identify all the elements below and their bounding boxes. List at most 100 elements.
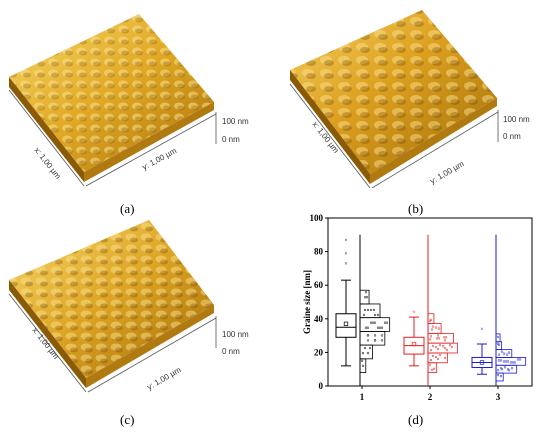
data-point bbox=[373, 321, 377, 324]
data-point bbox=[366, 326, 370, 329]
y-tick-label: 0 bbox=[319, 381, 324, 391]
afm-panel-b: x: 1,00 µm y: 1,00 µm 100 nm 0 nm bbox=[282, 2, 547, 202]
scale-top-label: 100 nm bbox=[222, 330, 249, 339]
data-point bbox=[366, 351, 370, 355]
histogram-bin bbox=[495, 364, 518, 374]
plot-frame bbox=[327, 217, 533, 387]
data-point bbox=[430, 368, 434, 371]
mean-marker bbox=[479, 360, 485, 365]
y-axis-line bbox=[85, 113, 217, 187]
data-point bbox=[362, 313, 366, 317]
data-point bbox=[369, 308, 373, 312]
afm-surface-a: x: 1,00 µm y: 1,00 µm 100 nm 0 nm bbox=[8, 14, 249, 187]
x-tick-label: 3 bbox=[496, 392, 501, 402]
histogram-bin bbox=[495, 372, 504, 382]
data-point bbox=[429, 358, 433, 362]
data-point bbox=[371, 321, 375, 324]
y-tick-label: 100 bbox=[310, 213, 324, 223]
histogram-bin bbox=[427, 332, 454, 344]
panel-c-label: (c) bbox=[120, 412, 135, 427]
data-point bbox=[438, 344, 442, 347]
y-tick-label: 60 bbox=[314, 280, 324, 290]
data-point bbox=[363, 346, 367, 350]
mean-marker bbox=[343, 321, 349, 326]
box-plot-panel: Graine size [nm] 0 20 40 60 80 100 1 2 3 × × × × × bbox=[300, 212, 540, 413]
data-point bbox=[450, 346, 454, 349]
data-point bbox=[376, 313, 380, 317]
histogram-bin bbox=[359, 331, 386, 346]
scale-bottom-label: 0 nm bbox=[503, 132, 521, 141]
data-point bbox=[363, 308, 367, 312]
data-point bbox=[437, 327, 441, 330]
scale-bottom-label: 0 nm bbox=[222, 135, 240, 144]
data-point bbox=[505, 353, 509, 356]
data-point bbox=[436, 357, 440, 361]
data-point bbox=[431, 354, 435, 358]
data-point bbox=[516, 358, 520, 361]
scale-top-label: 100 nm bbox=[222, 117, 249, 126]
histogram-bin bbox=[495, 333, 501, 343]
outlier-point: × bbox=[412, 310, 415, 316]
data-point bbox=[364, 326, 368, 329]
data-point bbox=[361, 364, 365, 367]
data-point bbox=[366, 339, 370, 342]
data-point bbox=[429, 335, 433, 338]
data-point bbox=[428, 338, 432, 341]
data-point bbox=[360, 359, 364, 362]
data-point bbox=[504, 360, 508, 363]
histogram-bin bbox=[359, 317, 391, 332]
data-point bbox=[444, 336, 448, 339]
data-point bbox=[443, 339, 447, 342]
data-point bbox=[385, 321, 389, 324]
scale-bottom-label: 0 nm bbox=[222, 347, 240, 356]
data-point bbox=[500, 368, 504, 371]
data-point bbox=[368, 346, 372, 350]
data-point bbox=[496, 369, 500, 372]
data-point bbox=[510, 367, 514, 370]
data-point bbox=[372, 308, 376, 312]
panel-a-label: (a) bbox=[120, 201, 135, 216]
data-point bbox=[361, 351, 365, 355]
data-point bbox=[434, 326, 438, 329]
data-point bbox=[429, 349, 433, 352]
x-tick-label: 1 bbox=[360, 392, 365, 402]
data-point bbox=[383, 321, 387, 324]
y-axis-line bbox=[371, 111, 499, 189]
data-point bbox=[497, 359, 501, 362]
y-axis-label: y: 1,00 µm bbox=[146, 365, 183, 392]
data-point bbox=[513, 361, 517, 364]
data-point bbox=[503, 366, 507, 369]
data-point bbox=[436, 334, 440, 337]
data-point bbox=[363, 296, 367, 299]
histogram-bin bbox=[427, 323, 442, 334]
data-point bbox=[497, 353, 501, 356]
outlier-point: × bbox=[344, 238, 347, 244]
data-point bbox=[499, 359, 503, 362]
data-point bbox=[428, 363, 432, 366]
y-ticks: 0 20 40 60 80 100 bbox=[310, 213, 328, 391]
data-point bbox=[443, 356, 447, 360]
panel-b-label: (b) bbox=[408, 201, 424, 216]
afm-panel-c: x: 1,00 µm y: 1,00 µm 100 nm 0 nm bbox=[4, 210, 269, 410]
series-group: × × × × × bbox=[335, 234, 527, 386]
data-point bbox=[364, 291, 368, 294]
data-point bbox=[434, 346, 438, 349]
data-point bbox=[376, 326, 380, 329]
data-point bbox=[435, 337, 439, 340]
data-point bbox=[373, 313, 377, 317]
histogram-bin bbox=[427, 313, 435, 324]
afm-surface-b: x: 1,00 µm y: 1,00 µm 100 nm 0 nm bbox=[289, 10, 530, 189]
data-point bbox=[431, 345, 435, 348]
data-point bbox=[448, 344, 452, 347]
data-point bbox=[432, 367, 436, 370]
y-tick-label: 40 bbox=[314, 314, 324, 324]
y-tick-label: 80 bbox=[314, 247, 324, 257]
data-point bbox=[366, 334, 370, 337]
afm-surface-c: x: 1,00 µm y: 1,00 µm 100 nm 0 nm bbox=[8, 220, 249, 393]
data-point bbox=[431, 325, 435, 328]
data-point bbox=[502, 360, 506, 363]
data-point bbox=[507, 351, 511, 354]
data-point bbox=[509, 361, 513, 364]
afm-panel-a: x: 1,00 µm y: 1,00 µm 100 nm 0 nm bbox=[4, 2, 269, 202]
x-ticks: 1 2 3 bbox=[360, 386, 501, 402]
